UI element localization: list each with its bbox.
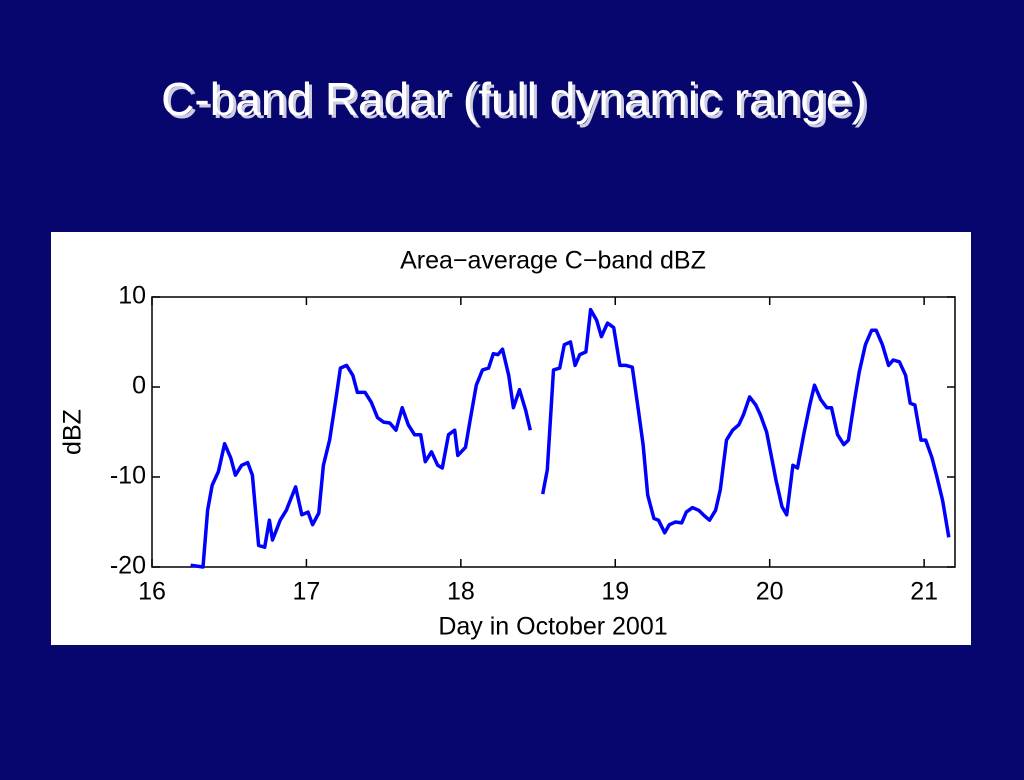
x-tick-label: 17	[293, 578, 321, 606]
x-tick-label: 21	[910, 578, 938, 606]
chart-panel	[51, 232, 971, 645]
y-axis-label: dBZ	[59, 409, 87, 455]
x-tick-label: 20	[756, 578, 784, 606]
x-tick-label: 16	[138, 578, 166, 606]
y-tick-label: 10	[118, 282, 146, 310]
slide-title: C-band Radar (full dynamic range)	[161, 73, 867, 125]
y-tick-label: 0	[132, 372, 146, 400]
plot-frame	[151, 296, 956, 568]
x-tick-label: 18	[447, 578, 475, 606]
x-tick-label: 19	[601, 578, 629, 606]
x-axis-label: Day in October 2001	[438, 613, 667, 641]
slide-title-shadow: C-band Radar (full dynamic range)	[164, 76, 870, 128]
data-line	[190, 307, 951, 569]
chart-title: Area−average C−band dBZ	[400, 247, 706, 275]
y-tick-label: -20	[110, 552, 146, 580]
y-tick-label: -10	[110, 462, 146, 490]
chart: Area−average C−band dBZ Day in October 2…	[59, 247, 956, 641]
